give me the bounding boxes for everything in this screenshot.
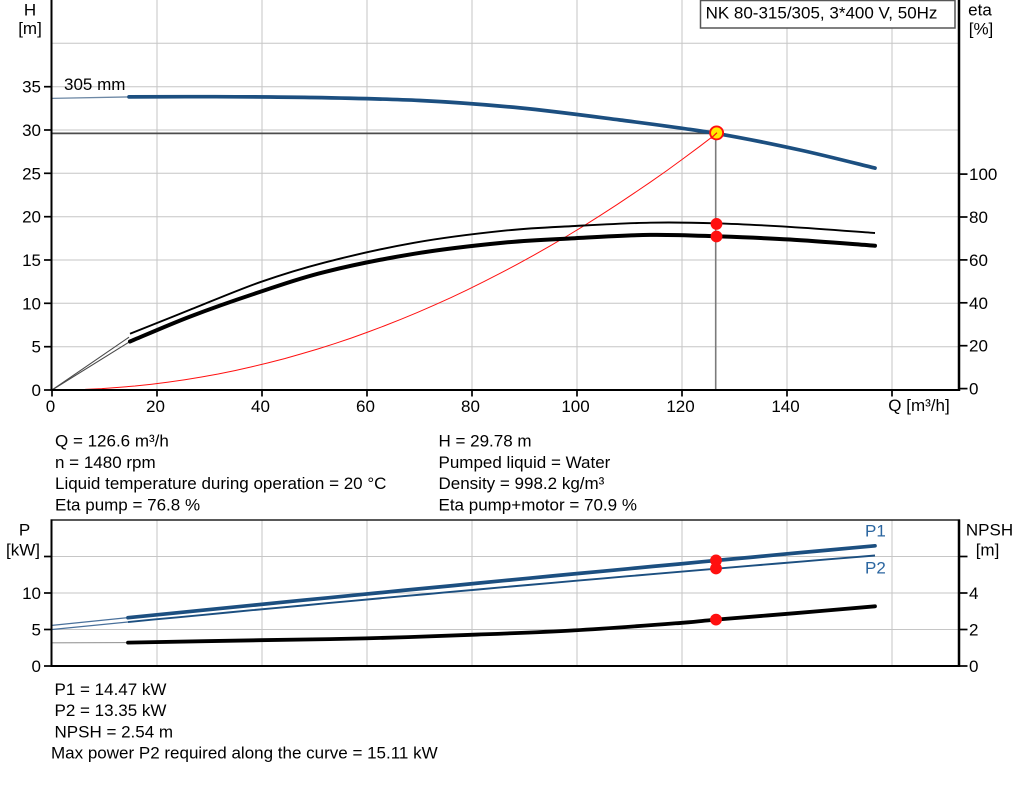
svg-text:P1: P1	[865, 522, 886, 541]
svg-text:Liquid temperature during oper: Liquid temperature during operation = 20…	[55, 474, 386, 493]
svg-text:[%]: [%]	[969, 20, 994, 39]
svg-text:0: 0	[969, 380, 978, 399]
svg-text:120: 120	[666, 397, 694, 416]
svg-text:40: 40	[969, 294, 988, 313]
svg-text:Q [m³/h]: Q [m³/h]	[888, 396, 949, 415]
svg-text:0: 0	[969, 657, 978, 676]
svg-text:Density = 998.2 kg/m³: Density = 998.2 kg/m³	[439, 474, 605, 493]
svg-text:15: 15	[22, 251, 41, 270]
svg-text:20: 20	[22, 208, 41, 227]
svg-text:100: 100	[969, 165, 997, 184]
svg-text:140: 140	[771, 397, 799, 416]
svg-text:0: 0	[46, 397, 55, 416]
svg-text:[m]: [m]	[976, 541, 1000, 560]
svg-text:80: 80	[969, 208, 988, 227]
svg-text:P2: P2	[865, 559, 886, 578]
svg-text:60: 60	[969, 251, 988, 270]
svg-text:20: 20	[969, 337, 988, 356]
svg-text:[kW]: [kW]	[6, 541, 40, 560]
svg-text:305 mm: 305 mm	[64, 75, 125, 94]
svg-text:4: 4	[969, 584, 978, 603]
svg-text:P1 = 14.47 kW: P1 = 14.47 kW	[55, 680, 167, 699]
svg-text:[m]: [m]	[18, 19, 42, 38]
svg-text:eta: eta	[968, 1, 992, 20]
svg-text:0: 0	[32, 657, 41, 676]
svg-text:Eta pump+motor = 70.9 %: Eta pump+motor = 70.9 %	[439, 495, 637, 514]
svg-text:60: 60	[356, 397, 375, 416]
svg-text:Eta pump = 76.8 %: Eta pump = 76.8 %	[55, 495, 200, 514]
svg-text:35: 35	[22, 78, 41, 97]
svg-text:25: 25	[22, 164, 41, 183]
svg-text:100: 100	[561, 397, 589, 416]
svg-text:Q = 126.6 m³/h: Q = 126.6 m³/h	[55, 432, 169, 451]
svg-text:P: P	[19, 521, 30, 540]
svg-text:NPSH = 2.54 m: NPSH = 2.54 m	[55, 722, 174, 741]
svg-text:40: 40	[251, 397, 270, 416]
svg-text:n = 1480 rpm: n = 1480 rpm	[55, 453, 156, 472]
svg-text:5: 5	[32, 621, 41, 640]
svg-text:H = 29.78 m: H = 29.78 m	[439, 432, 532, 451]
svg-text:30: 30	[22, 121, 41, 140]
svg-text:10: 10	[22, 584, 41, 603]
svg-text:0: 0	[32, 381, 41, 400]
svg-text:NK 80-315/305, 3*400 V, 50Hz: NK 80-315/305, 3*400 V, 50Hz	[706, 4, 938, 23]
svg-text:Max power P2 required along th: Max power P2 required along the curve = …	[51, 744, 438, 763]
svg-text:5: 5	[32, 338, 41, 357]
svg-text:NPSH: NPSH	[966, 521, 1013, 540]
svg-text:20: 20	[146, 397, 165, 416]
svg-text:H: H	[24, 1, 36, 20]
svg-text:10: 10	[22, 294, 41, 313]
svg-text:2: 2	[969, 621, 978, 640]
svg-text:Pumped liquid = Water: Pumped liquid = Water	[439, 453, 611, 472]
svg-text:80: 80	[461, 397, 480, 416]
svg-text:P2 = 13.35 kW: P2 = 13.35 kW	[55, 701, 167, 720]
